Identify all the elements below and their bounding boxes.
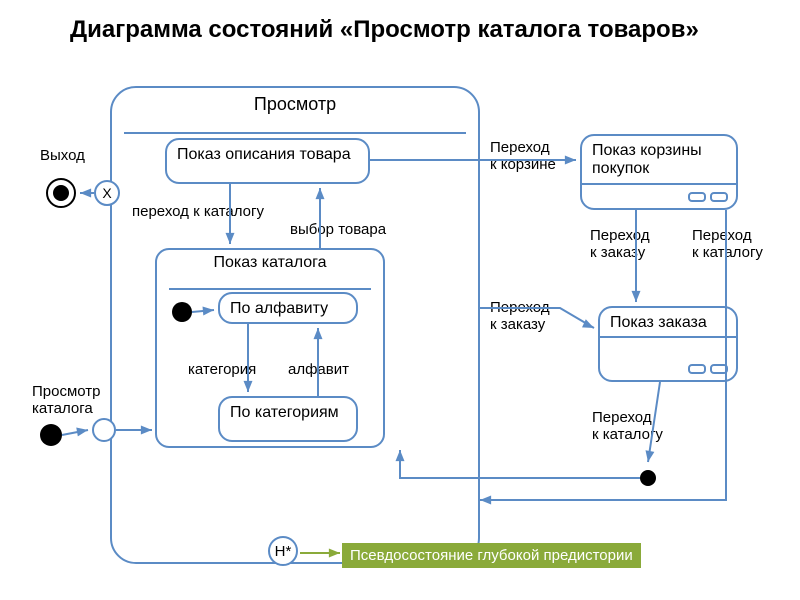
state-description: Показ описания товара bbox=[165, 138, 370, 184]
hstar-label: H* bbox=[275, 543, 292, 560]
edge-label-to-order-right: Переход к заказу bbox=[590, 228, 650, 261]
state-cart: Показ корзины покупок bbox=[580, 134, 738, 210]
edge-label-alphabet: алфавит bbox=[288, 362, 349, 379]
exit-x-label: X bbox=[102, 185, 111, 201]
edge-label-view-catalog: Просмотр каталога bbox=[32, 384, 101, 417]
state-alphabet-label: По алфавиту bbox=[230, 300, 328, 317]
edge-label-to-cart: Переход к корзине bbox=[490, 140, 556, 173]
state-alphabet: По алфавиту bbox=[218, 292, 358, 324]
substate-icon bbox=[688, 364, 728, 374]
edge-label-choose: выбор товара bbox=[290, 222, 386, 239]
composite-state-title: Просмотр bbox=[254, 94, 336, 115]
state-cart-label: Показ корзины покупок bbox=[592, 142, 702, 177]
catalog-title: Показ каталога bbox=[214, 254, 327, 272]
state-order: Показ заказа bbox=[598, 306, 738, 382]
deep-history-pseudostate: H* bbox=[268, 536, 298, 566]
edge-label-category: категория bbox=[188, 362, 256, 379]
junction-dot bbox=[640, 470, 656, 486]
state-category-label: По категориям bbox=[230, 404, 339, 421]
initial-pseudostate-outer bbox=[40, 424, 62, 446]
exit-point: X bbox=[94, 180, 120, 206]
edge-label-to-catalog-1: переход к каталогу bbox=[132, 204, 264, 221]
history-banner: Псевдосостояние глубокой предистории bbox=[342, 543, 641, 568]
initial-pseudostate-inner bbox=[172, 302, 192, 322]
substate-icon bbox=[688, 192, 728, 202]
page-title: Диаграмма состояний «Просмотр каталога т… bbox=[70, 16, 720, 45]
state-order-label: Показ заказа bbox=[610, 314, 707, 331]
state-description-label: Показ описания товара bbox=[177, 146, 351, 163]
junction-pseudostate bbox=[92, 418, 116, 442]
edge-label-to-order-mid: Переход к заказу bbox=[490, 300, 550, 333]
state-category: По категориям bbox=[218, 396, 358, 442]
edge-label-to-catalog-bottom: Переход к каталогу bbox=[592, 410, 663, 443]
final-state bbox=[46, 178, 76, 208]
edge-label-exit: Выход bbox=[40, 148, 85, 165]
edge-label-to-catalog-right: Переход к каталогу bbox=[692, 228, 763, 261]
